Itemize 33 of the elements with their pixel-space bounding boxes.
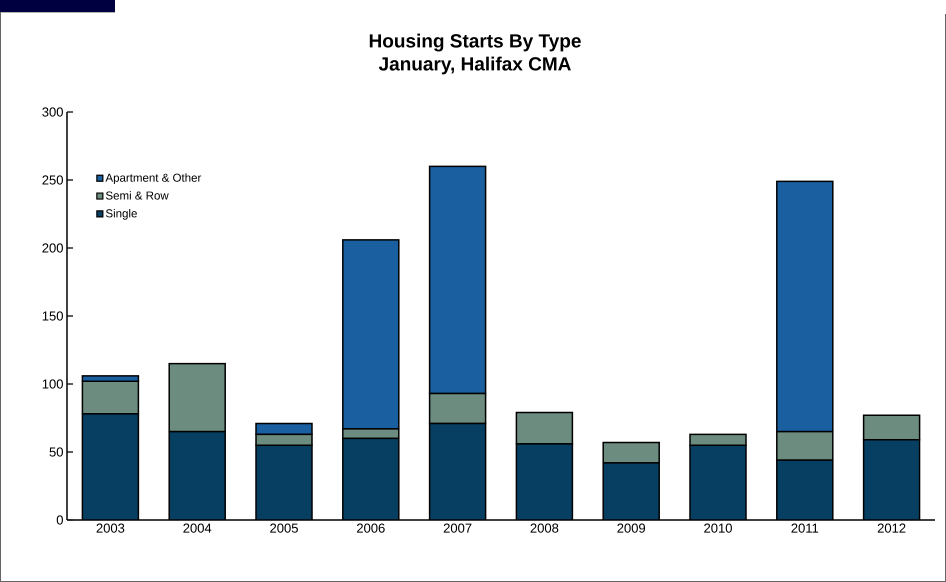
bar	[862, 439, 920, 520]
x-tick-label: 2004	[183, 524, 212, 533]
x-tick-label: 2003	[96, 524, 124, 533]
y-tick-label: 0	[56, 515, 63, 525]
y-tick-label: 250	[42, 175, 63, 185]
bar	[256, 445, 312, 520]
x-tick-label: 2011	[791, 524, 818, 533]
bar	[690, 445, 746, 520]
bar	[342, 438, 399, 520]
y-tick-label: 50	[50, 447, 63, 457]
x-tick-label: 2010	[704, 524, 732, 533]
bar	[430, 423, 486, 520]
bar	[776, 460, 833, 520]
legend-label: Apartment & Other	[105, 173, 202, 184]
x-tick-label: 2008	[530, 524, 558, 533]
legend-label: Single	[106, 208, 137, 220]
bar	[603, 462, 660, 520]
bar	[169, 432, 226, 520]
bar	[82, 414, 138, 520]
y-tick-label: 150	[42, 311, 63, 321]
chart-title: Housing Starts By Type January, Halifax CMA	[370, 34, 581, 74]
x-tick-label: 2005	[270, 524, 298, 533]
x-tick-label: 2007	[444, 524, 472, 533]
y-tick-label: 300	[42, 107, 63, 117]
x-tick-label: 2006	[357, 524, 385, 533]
bar	[516, 444, 572, 520]
y-tick-label: 100	[42, 379, 63, 389]
y-tick-label: 200	[42, 243, 63, 253]
bar	[602, 442, 660, 464]
bar	[689, 434, 747, 446]
x-tick-label: 2012	[878, 524, 906, 533]
legend-label: Semi & Row	[106, 191, 169, 200]
x-tick-label: 2009	[617, 524, 646, 533]
